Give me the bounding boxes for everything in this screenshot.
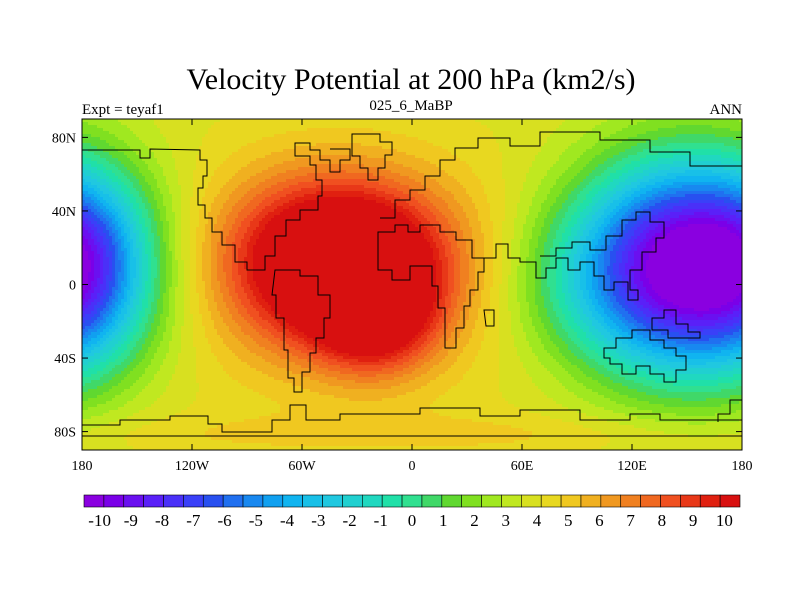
colorbar-label: -1 (374, 511, 388, 530)
colorbar-label: -5 (249, 511, 263, 530)
colorbar-label: -6 (217, 511, 231, 530)
experiment-label: Expt = teyaf1 (82, 102, 164, 118)
colorbar-label: -4 (280, 511, 295, 530)
colorbar-swatch (581, 495, 601, 507)
colorbar-swatch (402, 495, 422, 507)
colorbar-swatch (183, 495, 203, 507)
colorbar-label: 2 (470, 511, 479, 530)
colorbar-label: 0 (408, 511, 417, 530)
colorbar: -10 -9 -8 -7 -6 -5 -4 -3 -2 -1 0 1 2 3 4 5 6 7 8 9 10 (84, 495, 740, 530)
colorbar-swatch (323, 495, 343, 507)
x-tick-label: 120W (175, 459, 210, 474)
x-tick-label: 60W (288, 459, 316, 474)
x-tick-label: 180 (732, 459, 753, 474)
colorbar-swatch (144, 495, 164, 507)
x-tick-label: 0 (409, 459, 416, 474)
colorbar-label: -9 (124, 511, 138, 530)
y-tick-label: 0 (69, 279, 76, 294)
colorbar-swatch (104, 495, 124, 507)
season-label: ANN (710, 102, 743, 118)
x-tick-label: 60E (511, 459, 534, 474)
colorbar-label: 9 (689, 511, 698, 530)
colorbar-label: 5 (564, 511, 573, 530)
colorbar-swatch (561, 495, 581, 507)
colorbar-swatch (720, 495, 740, 507)
colorbar-swatch (680, 495, 700, 507)
colorbar-label: 6 (595, 511, 604, 530)
colorbar-label: -10 (88, 511, 111, 530)
colorbar-label: 1 (439, 511, 448, 530)
colorbar-swatch (382, 495, 402, 507)
colorbar-swatch (482, 495, 502, 507)
colorbar-label: -7 (186, 511, 201, 530)
period-label: 025_6_MaBP (369, 98, 452, 114)
colorbar-label: 8 (658, 511, 667, 530)
contour-field (82, 119, 743, 453)
colorbar-swatch (422, 495, 442, 507)
colorbar-swatch (362, 495, 382, 507)
colorbar-swatch (124, 495, 144, 507)
colorbar-swatch (84, 495, 104, 507)
x-tick-label: 180 (72, 459, 93, 474)
colorbar-label: -3 (311, 511, 325, 530)
colorbar-swatch (541, 495, 561, 507)
y-tick-label: 40N (52, 205, 76, 220)
velocity-potential-chart: Velocity Potential at 200 hPa (km2/s) Ex… (0, 0, 800, 600)
x-tick-label: 120E (617, 459, 647, 474)
colorbar-label: 7 (626, 511, 635, 530)
colorbar-swatch (342, 495, 362, 507)
colorbar-swatch (621, 495, 641, 507)
colorbar-label: 3 (501, 511, 510, 530)
colorbar-swatch (243, 495, 263, 507)
colorbar-swatch (303, 495, 323, 507)
colorbar-swatch (223, 495, 243, 507)
colorbar-swatch (601, 495, 621, 507)
colorbar-label: -2 (342, 511, 356, 530)
colorbar-swatch (660, 495, 680, 507)
y-tick-label: 80S (54, 426, 76, 441)
colorbar-swatch (164, 495, 184, 507)
colorbar-swatch (203, 495, 223, 507)
y-tick-label: 40S (54, 352, 76, 367)
colorbar-swatch (641, 495, 661, 507)
colorbar-swatch (501, 495, 521, 507)
colorbar-label: -8 (155, 511, 169, 530)
colorbar-swatch (283, 495, 303, 507)
colorbar-swatch (263, 495, 283, 507)
colorbar-swatch (700, 495, 720, 507)
colorbar-label: 10 (716, 511, 733, 530)
chart-title: Velocity Potential at 200 hPa (km2/s) (186, 63, 635, 96)
colorbar-swatch (442, 495, 462, 507)
colorbar-swatch (521, 495, 541, 507)
y-tick-label: 80N (52, 131, 76, 146)
colorbar-label: 4 (533, 511, 542, 530)
colorbar-swatch (462, 495, 482, 507)
